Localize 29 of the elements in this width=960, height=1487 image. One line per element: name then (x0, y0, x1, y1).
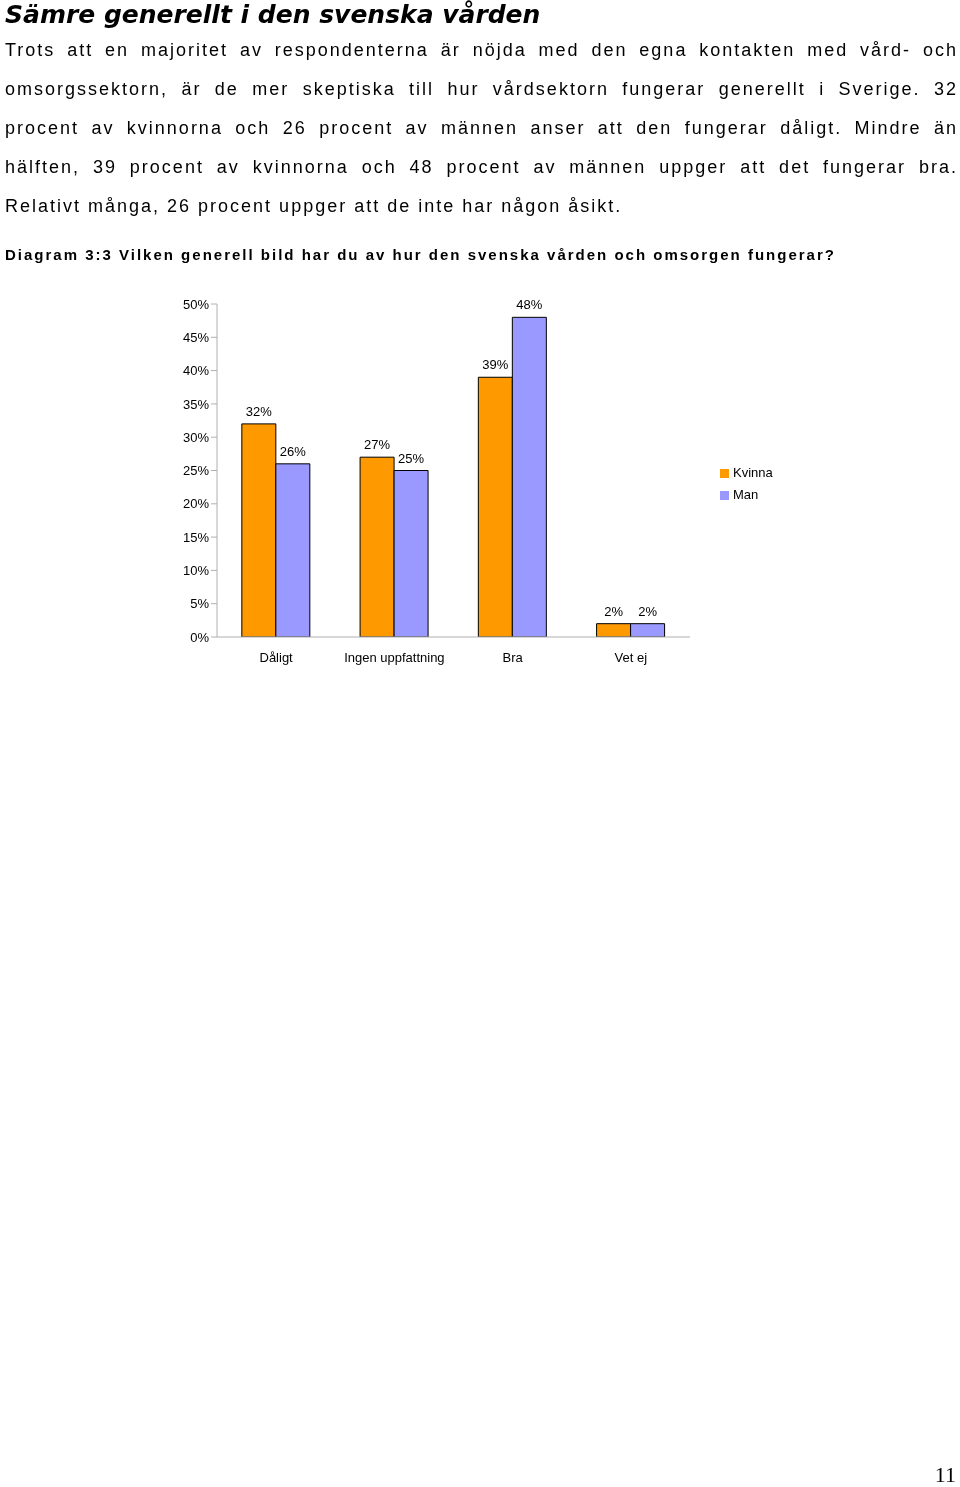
text: 11 (934, 1462, 956, 1487)
y-tick-label: 5% (190, 596, 210, 612)
legend-label: Man (733, 486, 759, 502)
x-tick-label: Dåligt (259, 650, 294, 666)
data-label: 26% (279, 443, 307, 459)
y-tick-label: 30% (182, 429, 210, 445)
data-label: 39% (482, 357, 509, 373)
x-tick-label: Bra (502, 650, 524, 666)
y-tick-label: 15% (182, 529, 210, 545)
y-tick-label: 0% (190, 629, 210, 645)
legend-label: Kvinna (733, 464, 773, 480)
y-tick-label: 35% (182, 396, 210, 412)
y-tick-label: 20% (182, 496, 210, 512)
y-tick-label: 45% (182, 329, 210, 345)
x-tick-label: Ingen uppfattning (344, 650, 445, 666)
y-tick-label: 40% (182, 363, 210, 379)
data-label: 2% (604, 603, 624, 619)
text: Diagram 3:3 Vilken generell bild har du av hur den svenska vården och omsorgen fungerar? (5, 245, 836, 265)
data-label: 32% (245, 403, 273, 419)
y-tick-label: 10% (182, 563, 210, 579)
data-label: 48% (516, 297, 543, 313)
chart-title: Sämre generellt i den svenska vården (5, 0, 541, 30)
y-tick-label: 50% (182, 296, 210, 312)
data-label: 2% (638, 603, 658, 619)
y-tick-label: 25% (182, 463, 210, 479)
data-label: 25% (398, 450, 425, 466)
chart-subtitle: Trots att en majoritet av respondenterna är nöjda med den egna kontakten med vård- och omsorgssektorn, är de mer skeptiska till hur vårdsektorn fungerar generellt i Sverige. 32 procent av kvinnorna och 26 procent av männen anser att den fungerar dåligt. Mindre än hälften, 39 procent av kvinnorna och 48 procent av männen uppger att det fungerar bra. Relativt många, 26 procent uppger att de inte har någon åsikt. (5, 39, 958, 218)
data-label: 27% (364, 437, 391, 453)
x-tick-label: Vet ej (614, 650, 648, 666)
